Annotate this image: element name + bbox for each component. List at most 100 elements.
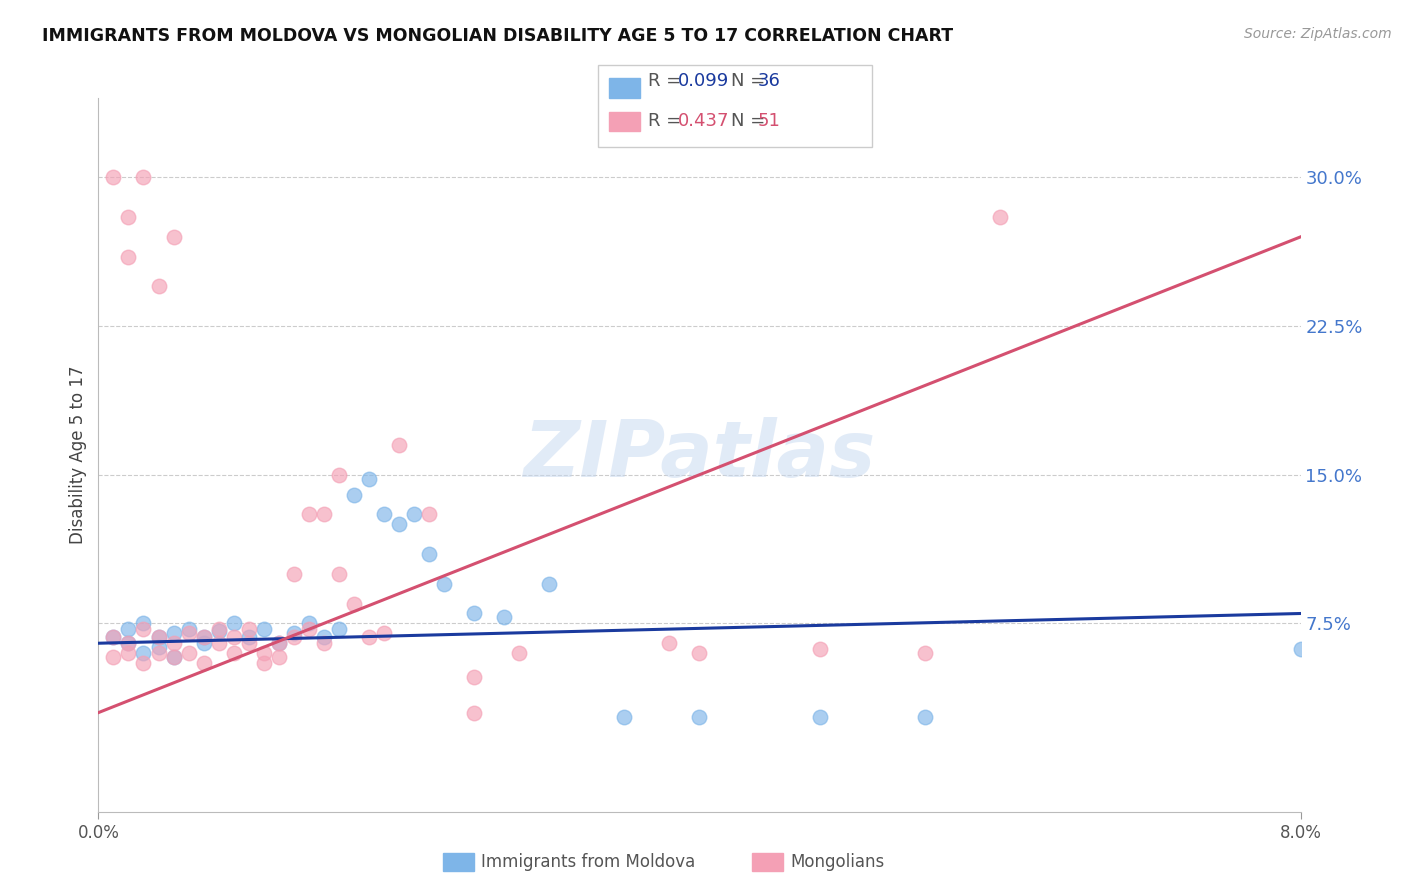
- Point: [117, 636, 139, 650]
- Text: N =: N =: [731, 72, 770, 90]
- Point: [132, 170, 155, 185]
- Point: [162, 650, 184, 665]
- Point: [117, 623, 139, 637]
- Point: [312, 508, 335, 522]
- Point: [328, 566, 350, 581]
- Text: 51: 51: [758, 112, 780, 130]
- Point: [463, 706, 485, 720]
- Point: [238, 623, 260, 637]
- Point: [162, 650, 184, 665]
- Point: [988, 210, 1011, 224]
- Point: [132, 656, 155, 670]
- Point: [162, 626, 184, 640]
- Text: 0.437: 0.437: [678, 112, 730, 130]
- Point: [132, 646, 155, 660]
- Point: [148, 279, 170, 293]
- Point: [117, 646, 139, 660]
- Point: [193, 636, 215, 650]
- Point: [193, 630, 215, 644]
- Point: [373, 626, 395, 640]
- Point: [402, 508, 425, 522]
- Point: [222, 646, 245, 660]
- Text: IMMIGRANTS FROM MOLDOVA VS MONGOLIAN DISABILITY AGE 5 TO 17 CORRELATION CHART: IMMIGRANTS FROM MOLDOVA VS MONGOLIAN DIS…: [42, 27, 953, 45]
- Point: [283, 566, 305, 581]
- Text: Immigrants from Moldova: Immigrants from Moldova: [481, 853, 695, 871]
- Point: [373, 508, 395, 522]
- Point: [103, 630, 125, 644]
- Point: [298, 623, 321, 637]
- Point: [132, 623, 155, 637]
- Point: [914, 646, 936, 660]
- Point: [538, 576, 561, 591]
- Point: [208, 624, 231, 639]
- Text: R =: R =: [648, 72, 688, 90]
- Point: [222, 616, 245, 631]
- Text: Source: ZipAtlas.com: Source: ZipAtlas.com: [1244, 27, 1392, 41]
- Point: [312, 636, 335, 650]
- Point: [103, 650, 125, 665]
- Text: R =: R =: [648, 112, 688, 130]
- Point: [283, 626, 305, 640]
- Point: [117, 210, 139, 224]
- Point: [117, 636, 139, 650]
- Point: [357, 472, 380, 486]
- Point: [253, 656, 276, 670]
- Point: [388, 517, 411, 532]
- Point: [914, 709, 936, 723]
- Point: [808, 642, 831, 657]
- Point: [132, 616, 155, 631]
- Point: [208, 623, 231, 637]
- Point: [494, 610, 516, 624]
- Point: [357, 630, 380, 644]
- Point: [148, 630, 170, 644]
- Point: [117, 250, 139, 264]
- Text: N =: N =: [731, 112, 770, 130]
- Point: [463, 607, 485, 621]
- Point: [312, 630, 335, 644]
- Point: [418, 547, 440, 561]
- Point: [238, 630, 260, 644]
- Point: [463, 670, 485, 684]
- Point: [177, 626, 200, 640]
- Point: [148, 640, 170, 655]
- Point: [688, 646, 710, 660]
- Point: [328, 623, 350, 637]
- Text: 0.099: 0.099: [678, 72, 728, 90]
- Point: [222, 630, 245, 644]
- Point: [658, 636, 681, 650]
- Point: [193, 630, 215, 644]
- Point: [148, 646, 170, 660]
- Point: [418, 508, 440, 522]
- Point: [162, 230, 184, 244]
- Point: [103, 170, 125, 185]
- Text: Mongolians: Mongolians: [790, 853, 884, 871]
- Point: [508, 646, 530, 660]
- Point: [267, 636, 290, 650]
- Point: [193, 656, 215, 670]
- Point: [388, 438, 411, 452]
- Point: [343, 597, 366, 611]
- Point: [208, 636, 231, 650]
- Point: [613, 709, 636, 723]
- Point: [328, 467, 350, 482]
- Point: [253, 623, 276, 637]
- Point: [162, 636, 184, 650]
- Point: [1289, 642, 1312, 657]
- Point: [103, 630, 125, 644]
- Point: [343, 487, 366, 501]
- Point: [808, 709, 831, 723]
- Y-axis label: Disability Age 5 to 17: Disability Age 5 to 17: [69, 366, 87, 544]
- Point: [253, 646, 276, 660]
- Point: [177, 623, 200, 637]
- Point: [433, 576, 456, 591]
- Text: ZIPatlas: ZIPatlas: [523, 417, 876, 493]
- Point: [298, 616, 321, 631]
- Point: [283, 630, 305, 644]
- Point: [238, 636, 260, 650]
- Point: [148, 630, 170, 644]
- Point: [267, 636, 290, 650]
- Point: [688, 709, 710, 723]
- Point: [177, 646, 200, 660]
- Point: [267, 650, 290, 665]
- Text: 36: 36: [758, 72, 780, 90]
